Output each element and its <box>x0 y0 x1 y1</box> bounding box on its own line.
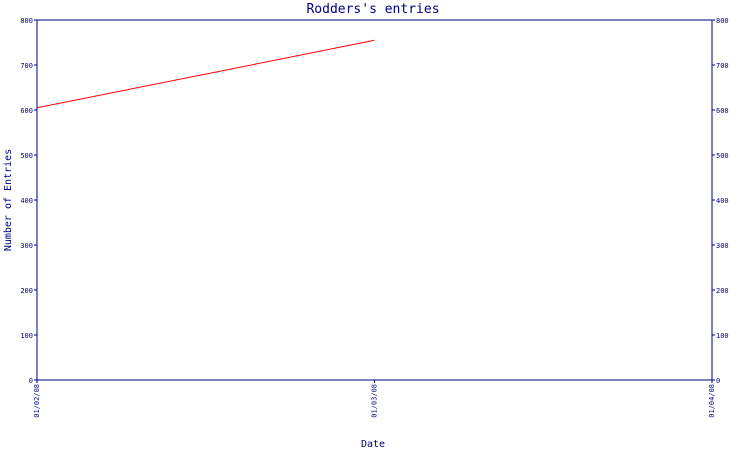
y-tick-label: 500 <box>20 152 33 160</box>
right-y-tick-label: 700 <box>716 62 729 70</box>
y-tick-label: 700 <box>20 62 33 70</box>
series-line-0 <box>36 39 375 109</box>
x-axis-title: Date <box>361 439 385 450</box>
y-tick-label: 0 <box>29 377 33 385</box>
right-y-tick-label: 800 <box>716 17 729 25</box>
y-tick-label: 300 <box>20 242 33 250</box>
left-y-axis: 0 100 200 300 400 500 600 700 800 <box>20 17 37 385</box>
y-tick-label: 100 <box>20 332 33 340</box>
y-tick-label: 400 <box>20 197 33 205</box>
x-tick-label: 01/04/08 <box>708 384 716 418</box>
right-y-tick-label: 0 <box>716 377 720 385</box>
right-y-tick-label: 200 <box>716 287 729 295</box>
x-axis: 01/02/08 01/03/08 01/04/08 <box>33 380 716 418</box>
plot-area-frame <box>36 19 713 381</box>
right-y-tick-label: 100 <box>716 332 729 340</box>
series-layer <box>36 39 375 109</box>
y-axis-title: Number of Entries <box>3 149 14 251</box>
right-y-tick-label: 300 <box>716 242 729 250</box>
x-tick-label: 01/02/08 <box>33 384 41 418</box>
y-tick-label: 800 <box>20 17 33 25</box>
chart-title: Rodders's entries <box>306 2 439 17</box>
right-y-tick-label: 500 <box>716 152 729 160</box>
right-y-tick-label: 400 <box>716 197 729 205</box>
x-tick-label: 01/03/08 <box>371 384 379 418</box>
right-y-tick-label: 600 <box>716 107 729 115</box>
right-y-axis: 0 100 200 300 400 500 600 700 800 <box>712 17 729 385</box>
y-tick-label: 200 <box>20 287 33 295</box>
y-tick-label: 600 <box>20 107 33 115</box>
